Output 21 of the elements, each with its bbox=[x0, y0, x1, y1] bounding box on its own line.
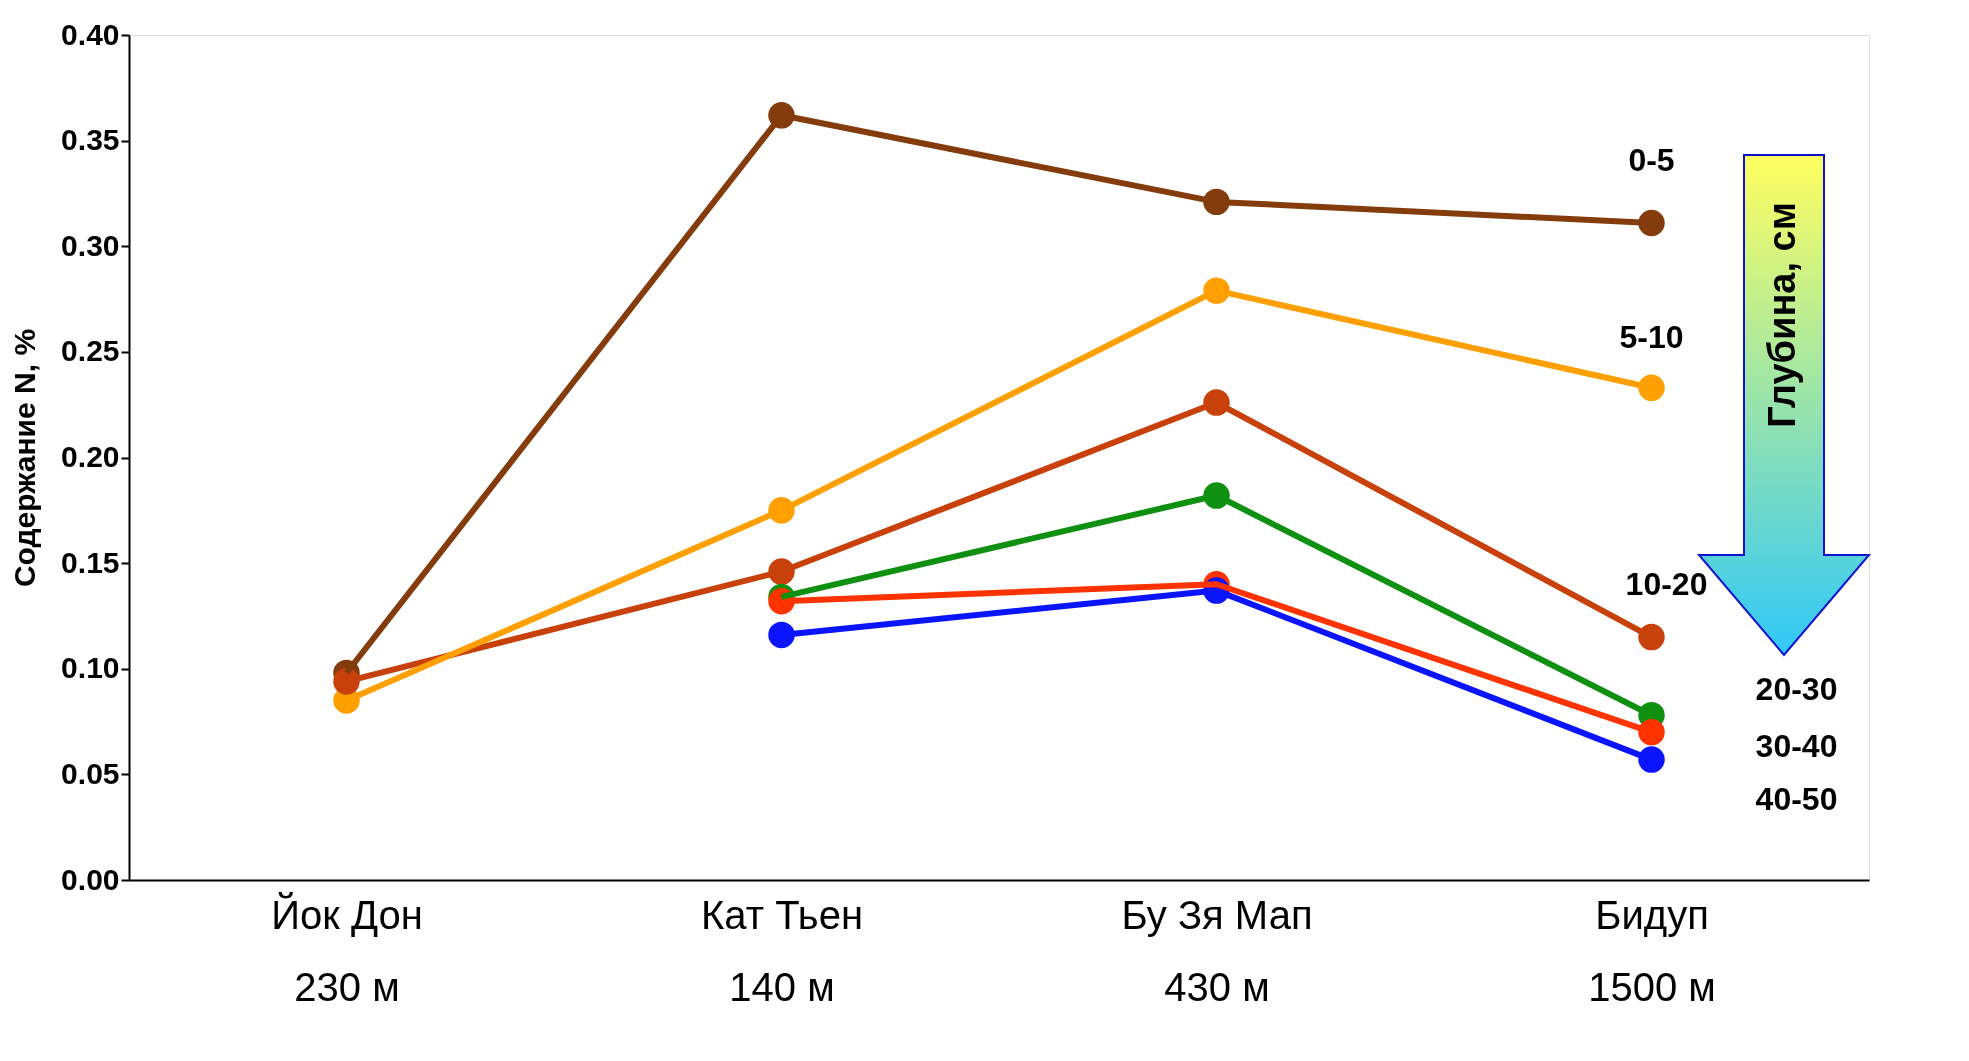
y-tick-label: 0.30 bbox=[61, 228, 120, 262]
text: 20-30 bbox=[1755, 671, 1838, 708]
y-tick-label: 0.35 bbox=[61, 123, 120, 157]
y-tick-label: 0.40 bbox=[61, 17, 120, 51]
x-tick-label: Йок Дон 230 м bbox=[271, 891, 423, 1009]
x-tick-label: Бу Зя Мап 430 м bbox=[1121, 892, 1313, 1009]
y-tick-label: 0.10 bbox=[61, 651, 120, 685]
series-label: 5-10 bbox=[1619, 318, 1684, 355]
series-label: 10-20 bbox=[1625, 566, 1708, 603]
text: 40-50 bbox=[1755, 780, 1838, 817]
y-tick-label: 0.20 bbox=[61, 440, 120, 473]
series-label: 0-5 bbox=[1628, 142, 1675, 179]
y-tick-label: 0.05 bbox=[61, 756, 120, 790]
x-tick-label: Бидуп 1500 м bbox=[1588, 892, 1716, 1009]
legend-title: Глубина, см bbox=[1761, 202, 1803, 428]
x-tick-label: Кат Тьен 140 м bbox=[701, 892, 863, 1009]
y-tick-label: 0.25 bbox=[61, 334, 120, 368]
text: 30-40 bbox=[1755, 728, 1838, 765]
y-axis-title: Содержание N, % bbox=[8, 328, 42, 588]
y-tick-label: 0.00 bbox=[61, 862, 120, 896]
y-tick-label: 0.15 bbox=[61, 545, 120, 579]
